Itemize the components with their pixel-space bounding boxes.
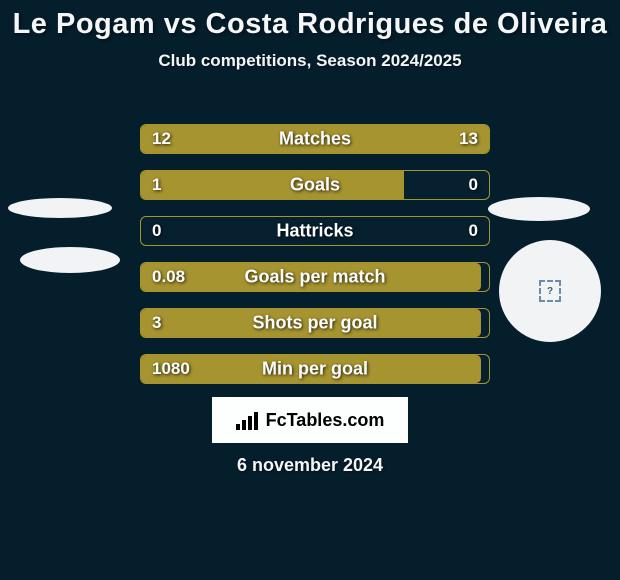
stat-row: 0 0 Hattricks bbox=[140, 216, 490, 246]
stat-row: 3 Shots per goal bbox=[140, 308, 490, 338]
stat-value-left: 1 bbox=[152, 175, 161, 195]
stat-fill-left bbox=[141, 171, 404, 199]
player-right-avatar: ? bbox=[499, 240, 601, 342]
stat-row: 1080 Min per goal bbox=[140, 354, 490, 384]
comparison-title: Le Pogam vs Costa Rodrigues de Oliveira bbox=[0, 0, 620, 41]
player-left-shape-1 bbox=[8, 198, 112, 218]
stat-value-right: 0 bbox=[469, 221, 478, 241]
stat-label: Matches bbox=[279, 129, 351, 150]
fctables-logo: FcTables.com bbox=[212, 397, 408, 443]
stat-label: Hattricks bbox=[276, 221, 353, 242]
stat-label: Goals per match bbox=[244, 267, 385, 288]
stat-value-left: 0 bbox=[152, 221, 161, 241]
stat-value-left: 1080 bbox=[152, 359, 190, 379]
stat-value-right: 13 bbox=[459, 129, 478, 149]
snapshot-date: 6 november 2024 bbox=[237, 455, 383, 476]
stat-row: 12 13 Matches bbox=[140, 124, 490, 154]
stat-value-left: 0.08 bbox=[152, 267, 185, 287]
stat-label: Goals bbox=[290, 175, 340, 196]
logo-bars-icon bbox=[236, 410, 260, 430]
stat-row: 0.08 Goals per match bbox=[140, 262, 490, 292]
player-right-shape-1 bbox=[488, 197, 590, 221]
stat-label: Shots per goal bbox=[252, 313, 377, 334]
stat-value-left: 3 bbox=[152, 313, 161, 333]
stat-row: 1 0 Goals bbox=[140, 170, 490, 200]
stat-bars: 12 13 Matches 1 0 Goals 0 0 Hattricks 0.08 Goals p… bbox=[140, 124, 490, 400]
placeholder-icon: ? bbox=[539, 280, 561, 302]
player-left-shape-2 bbox=[20, 247, 120, 273]
stat-value-left: 12 bbox=[152, 129, 171, 149]
season-subtitle: Club competitions, Season 2024/2025 bbox=[0, 51, 620, 71]
stat-label: Min per goal bbox=[262, 359, 368, 380]
stat-value-right: 0 bbox=[469, 175, 478, 195]
logo-text: FcTables.com bbox=[266, 410, 385, 431]
